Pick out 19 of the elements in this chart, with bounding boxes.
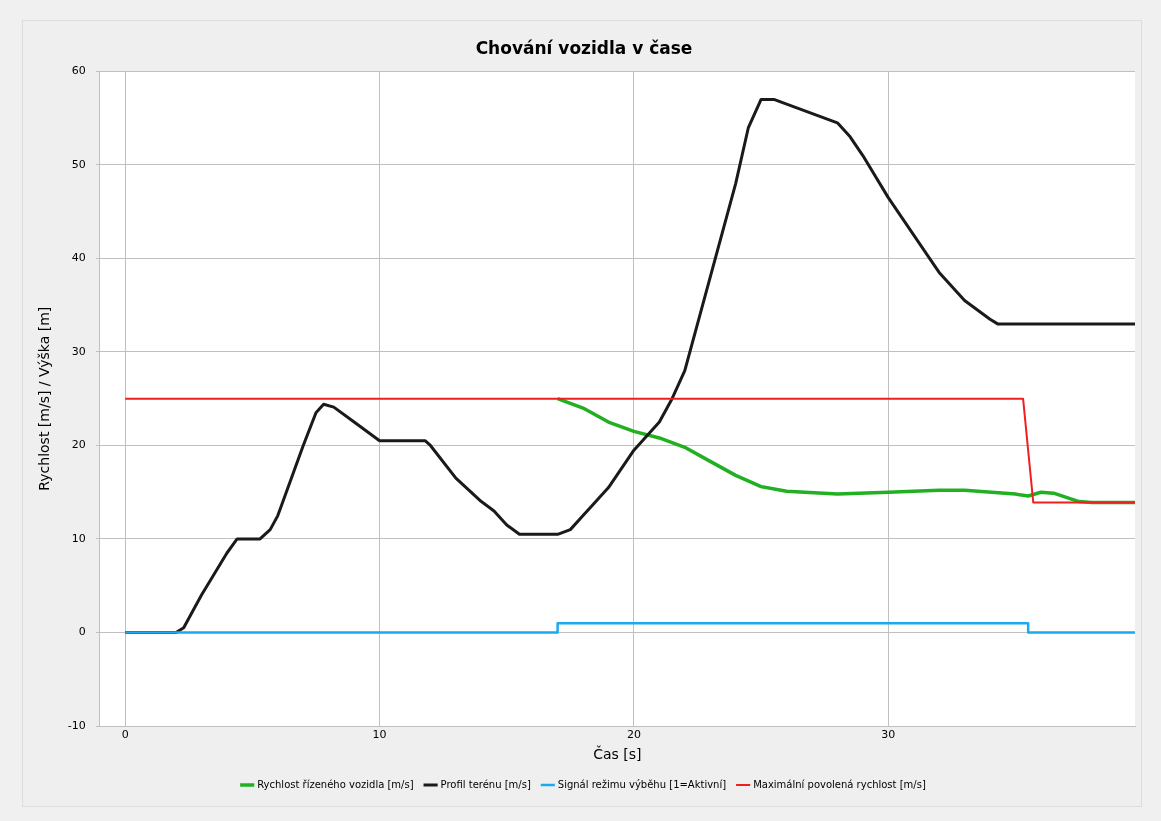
legend-label: Rychlost řízeného vozidla [m/s] <box>257 778 414 790</box>
y-tick-label: 60 <box>71 64 86 78</box>
y-tick-label: 50 <box>71 157 86 171</box>
y-tick-label: 0 <box>78 625 86 639</box>
legend-label: Profil terénu [m/s] <box>440 778 531 790</box>
chart-title: Chování vozidla v čase <box>475 37 693 58</box>
y-tick-label: 30 <box>71 344 86 358</box>
y-tick-label: 20 <box>71 438 86 452</box>
x-tick-label: 30 <box>881 728 896 742</box>
x-tick-label: 0 <box>121 728 129 742</box>
x-tick-label: 20 <box>626 728 641 742</box>
legend-label: Signál režimu výběhu [1=Aktivní] <box>557 778 727 790</box>
x-tick-label: 10 <box>372 728 387 742</box>
y-tick-label: 10 <box>71 531 86 545</box>
y-tick-label: 40 <box>71 251 86 265</box>
y-tick-label: -10 <box>67 718 86 732</box>
y-axis-title: Rychlost [m/s] / Výška [m] <box>36 306 53 491</box>
legend-label: Maximální povolená rychlost [m/s] <box>753 778 926 790</box>
x-axis-title: Čas [s] <box>593 745 642 763</box>
